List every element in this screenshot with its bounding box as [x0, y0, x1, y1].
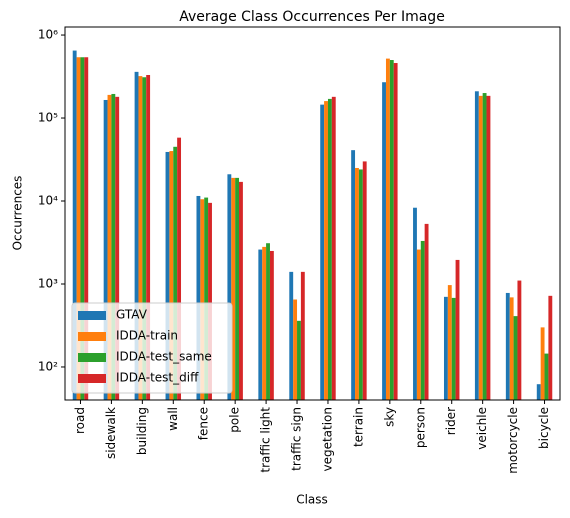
bar	[235, 177, 240, 400]
legend-swatch	[78, 353, 106, 362]
x-tick-label: bicycle	[537, 407, 551, 449]
bar	[486, 95, 491, 400]
bar	[540, 327, 545, 400]
bar	[258, 249, 263, 400]
bar	[482, 93, 487, 400]
bar	[300, 271, 305, 400]
bar	[389, 60, 394, 401]
legend-label: IDDA-train	[116, 329, 178, 343]
bar	[227, 174, 232, 400]
legend-swatch	[78, 311, 106, 320]
bar	[111, 93, 116, 400]
bar	[134, 71, 139, 400]
plot-frame	[64, 26, 561, 401]
x-axis-label: Class	[296, 493, 328, 507]
bar	[204, 197, 209, 400]
legend-label: GTAV	[116, 308, 148, 322]
y-tick-label: 10⁵	[38, 111, 58, 125]
bar	[200, 199, 205, 400]
bar	[138, 76, 143, 400]
bar	[443, 296, 448, 400]
x-tick-label: vegetation	[320, 407, 334, 472]
bar	[327, 98, 332, 400]
y-tick-label: 10²	[38, 359, 58, 373]
bar	[351, 150, 356, 400]
bar	[289, 271, 294, 400]
bar	[177, 137, 182, 401]
bar	[416, 249, 421, 400]
x-tick-label: pole	[228, 407, 242, 433]
bar	[382, 82, 386, 400]
bar	[80, 57, 85, 401]
bar	[385, 58, 390, 401]
bar	[84, 57, 89, 401]
bar	[424, 223, 429, 400]
bar	[208, 202, 212, 400]
bar	[196, 195, 201, 400]
bar	[107, 94, 112, 401]
bar	[505, 292, 510, 400]
x-tick-label: terrain	[351, 407, 365, 447]
bar	[239, 181, 243, 400]
bar	[362, 161, 367, 400]
bar	[262, 246, 267, 400]
bar	[293, 299, 298, 400]
bar	[72, 50, 77, 400]
legend-label: IDDA-test_diff	[116, 371, 199, 385]
bar	[451, 297, 456, 400]
x-tick-label: sky	[382, 407, 396, 427]
legend-swatch	[78, 332, 106, 341]
bar	[544, 353, 549, 400]
bar	[324, 101, 328, 400]
x-tick-label: veichle	[475, 407, 489, 450]
x-tick-label: motorcycle	[506, 407, 520, 474]
y-tick-label: 10³	[38, 276, 58, 290]
bar	[393, 63, 398, 401]
bar	[103, 99, 108, 400]
x-tick-label: road	[73, 407, 87, 434]
bar	[548, 295, 553, 400]
bar	[509, 297, 514, 400]
x-tick-label: fence	[197, 407, 211, 440]
bar	[76, 57, 81, 401]
bar	[358, 169, 363, 400]
bar	[165, 151, 170, 400]
bar	[266, 243, 270, 400]
x-tick-label: wall	[166, 407, 180, 431]
x-tick-label: person	[413, 407, 427, 448]
x-tick-label: traffic sign	[290, 407, 304, 471]
bar	[269, 250, 274, 400]
bar	[115, 96, 120, 400]
bar	[420, 240, 425, 400]
bar	[536, 384, 541, 400]
bar	[169, 151, 174, 400]
bar	[513, 316, 518, 400]
legend-swatch	[78, 374, 106, 383]
bar	[231, 177, 236, 400]
bar	[142, 77, 147, 400]
bar	[173, 146, 178, 400]
bar	[474, 91, 479, 400]
x-tick-label: rider	[444, 407, 458, 435]
legend-box	[71, 302, 233, 394]
bar	[413, 207, 417, 400]
y-tick-label: 10⁶	[38, 28, 58, 42]
bar	[478, 95, 483, 400]
bar	[331, 96, 336, 400]
bar	[146, 74, 151, 401]
chart-title: Average Class Occurrences Per Image	[179, 9, 445, 25]
y-tick-label: 10⁴	[38, 194, 58, 208]
x-tick-label: sidewalk	[104, 407, 118, 459]
bar	[320, 104, 325, 400]
bar	[447, 285, 452, 400]
y-axis-label: Occurrences	[11, 176, 25, 251]
bar	[455, 259, 460, 400]
bar	[355, 167, 359, 400]
x-tick-label: traffic light	[259, 407, 273, 473]
bar	[517, 280, 522, 400]
bar	[297, 320, 301, 400]
x-tick-label: building	[135, 407, 149, 455]
legend-label: IDDA-test_same	[116, 350, 212, 364]
